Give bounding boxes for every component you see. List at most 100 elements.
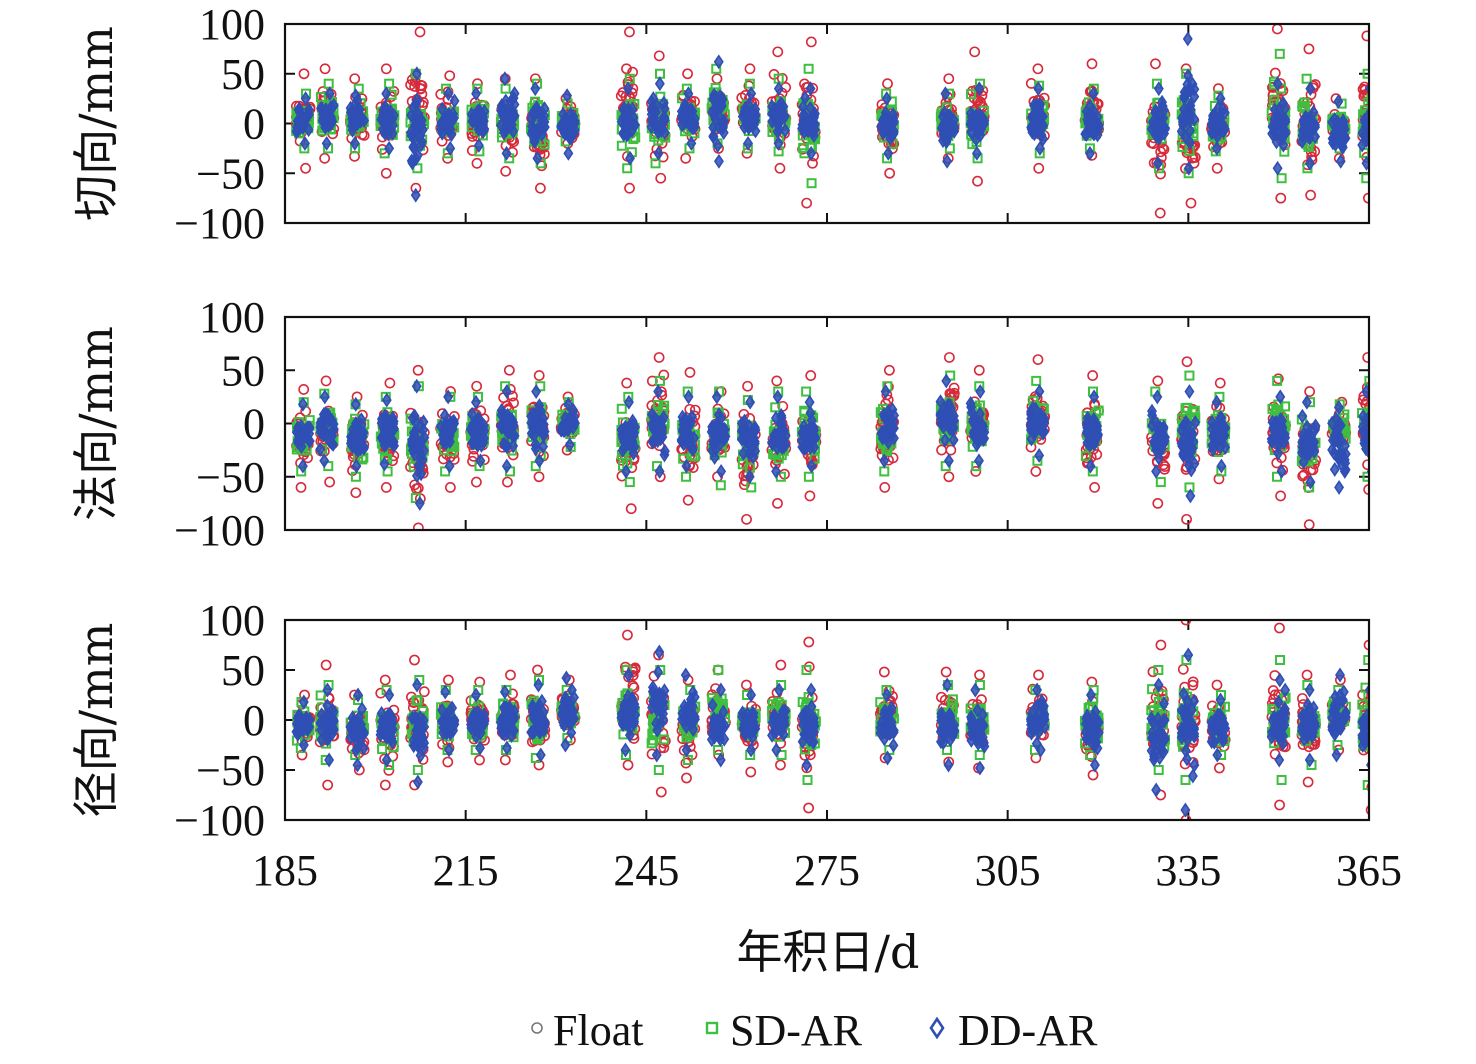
point	[1368, 140, 1369, 151]
point	[1357, 137, 1368, 153]
point-max	[350, 396, 361, 412]
point-max	[653, 352, 665, 363]
point-max	[1304, 386, 1316, 397]
point	[1190, 415, 1201, 430]
point-min	[382, 466, 393, 477]
point-min	[502, 476, 513, 488]
point-min	[444, 458, 455, 474]
point-min	[379, 456, 390, 472]
point	[711, 90, 722, 105]
point	[1301, 122, 1312, 138]
point	[437, 101, 448, 117]
point-max	[1274, 48, 1285, 59]
point	[294, 101, 305, 117]
point-min	[1303, 519, 1315, 530]
point	[1215, 439, 1226, 455]
point-min	[803, 471, 814, 482]
point	[1093, 405, 1104, 416]
point-min	[746, 482, 757, 493]
point	[466, 145, 478, 156]
point	[630, 132, 641, 143]
point	[1159, 102, 1170, 118]
point	[707, 442, 718, 458]
point	[1273, 437, 1284, 453]
point	[445, 121, 456, 137]
point-min	[625, 503, 637, 515]
point-min	[1181, 513, 1192, 525]
point	[1371, 113, 1379, 125]
point	[565, 412, 576, 428]
y-axis-label: 切向/mm	[69, 26, 123, 221]
point-max	[443, 389, 454, 405]
point-min	[1305, 474, 1316, 490]
point-min	[501, 458, 512, 474]
point	[1177, 141, 1188, 152]
point-min	[535, 182, 546, 194]
point-min	[349, 135, 360, 151]
point	[1158, 435, 1169, 451]
point	[412, 147, 423, 163]
point	[502, 439, 513, 455]
point-min	[380, 481, 392, 493]
point	[1147, 418, 1158, 433]
point-min	[716, 463, 727, 479]
point-min	[625, 150, 635, 166]
point-min	[563, 145, 574, 161]
point-max	[805, 81, 816, 97]
point-min	[681, 471, 692, 482]
point-min	[943, 453, 954, 469]
y-tick-label: −100	[174, 199, 265, 248]
point	[409, 424, 420, 440]
point-max	[1184, 384, 1195, 399]
point-min	[653, 145, 664, 161]
point	[1359, 81, 1369, 93]
point	[888, 123, 899, 139]
point-max	[653, 50, 665, 62]
point	[446, 446, 457, 457]
point-min	[470, 476, 482, 488]
point	[706, 424, 717, 440]
point	[647, 434, 658, 450]
point-min	[1089, 481, 1100, 493]
point	[1372, 121, 1380, 129]
point	[1372, 438, 1380, 446]
point	[468, 450, 479, 462]
point	[1187, 440, 1198, 456]
point	[569, 113, 580, 129]
point	[1359, 84, 1369, 96]
point-max	[683, 389, 694, 405]
point	[944, 421, 955, 437]
point	[1371, 422, 1379, 430]
point	[939, 129, 950, 145]
point-min	[410, 187, 421, 203]
point-max	[1215, 91, 1226, 107]
point	[616, 114, 627, 130]
point-min	[774, 162, 786, 174]
point	[940, 432, 951, 448]
point	[356, 417, 367, 433]
point	[1370, 405, 1379, 414]
point	[616, 403, 627, 414]
point	[1362, 459, 1369, 471]
point	[1368, 412, 1369, 414]
point-min	[1084, 145, 1095, 161]
point	[972, 434, 983, 450]
point	[708, 129, 719, 145]
point-max	[1182, 31, 1193, 47]
point-min	[1152, 155, 1163, 171]
point-max	[471, 380, 483, 392]
point-max	[623, 81, 633, 97]
point	[508, 397, 519, 409]
point-max	[1033, 81, 1044, 97]
point	[409, 479, 421, 491]
point-max	[1212, 83, 1224, 95]
point-min	[1275, 490, 1286, 502]
point	[1371, 426, 1379, 434]
y-tick-label: 100	[199, 293, 265, 342]
point	[1177, 114, 1188, 130]
